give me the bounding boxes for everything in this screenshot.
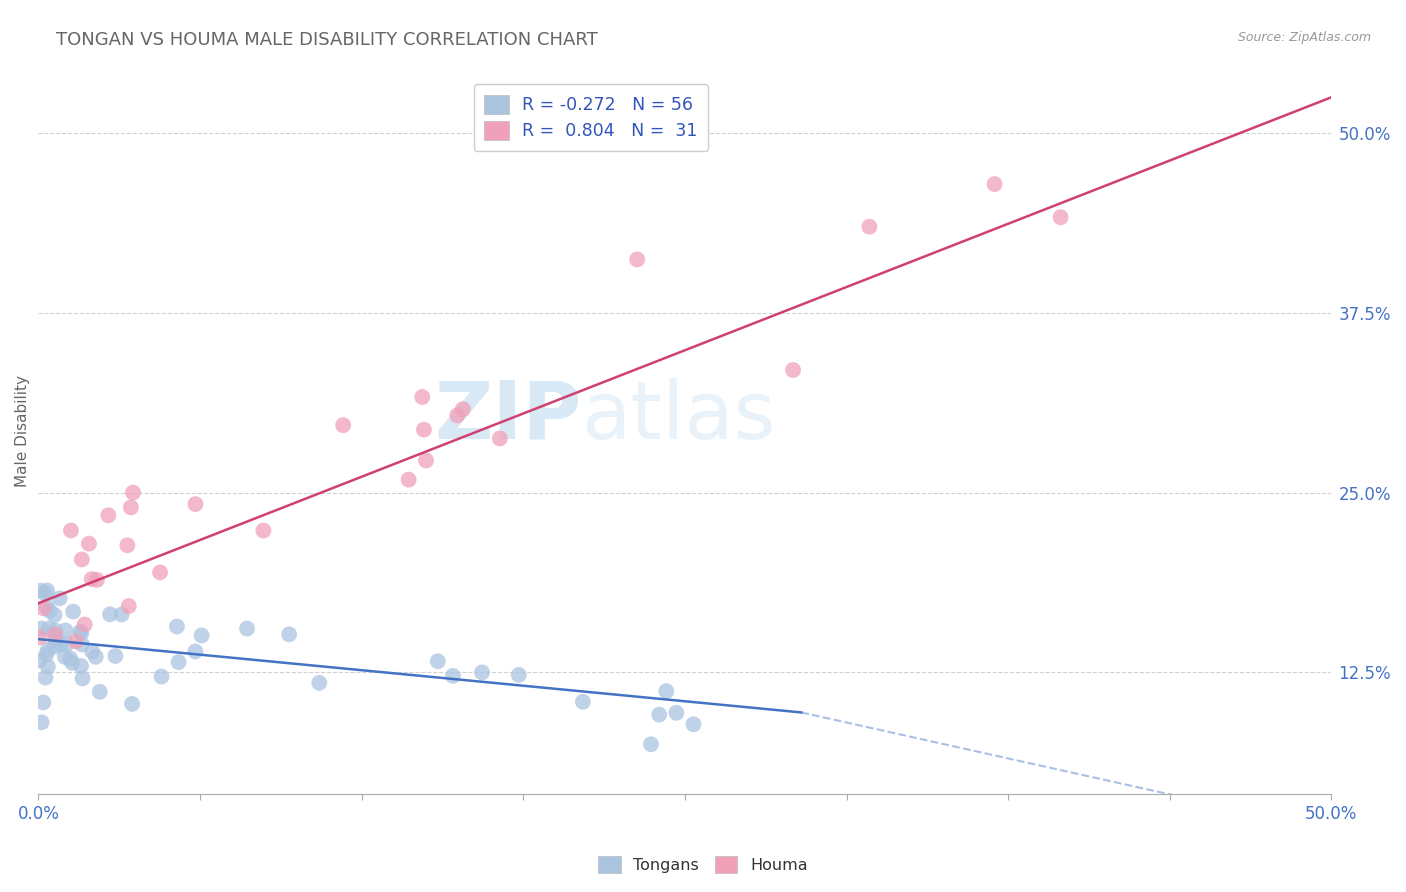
Point [121, 697, 143, 711]
Point [34, 671, 56, 685]
Point [44, 628, 66, 642]
Point [858, 219, 880, 234]
Point [640, 737, 662, 751]
Point [32, 601, 55, 615]
Point [32, 695, 55, 709]
Point [28, 631, 51, 645]
Point [69, 624, 91, 639]
Point [118, 599, 141, 613]
Point [166, 619, 188, 633]
Point [89, 685, 111, 699]
Point [65, 634, 87, 648]
Point [451, 402, 474, 417]
Legend: R = -0.272   N = 56, R =  0.804   N =  31: R = -0.272 N = 56, R = 0.804 N = 31 [474, 85, 709, 151]
Point [441, 669, 464, 683]
Point [37, 642, 59, 657]
Point [62, 605, 84, 619]
Point [184, 644, 207, 658]
Text: Source: ZipAtlas.com: Source: ZipAtlas.com [1237, 31, 1371, 45]
Point [411, 390, 433, 404]
Point [44, 607, 66, 622]
Point [782, 363, 804, 377]
Point [86, 573, 108, 587]
Point [37, 583, 59, 598]
Point [30, 622, 52, 636]
Point [97, 508, 120, 523]
Point [53, 649, 76, 664]
Point [44, 631, 66, 645]
Point [415, 453, 437, 467]
Text: ZIP: ZIP [434, 378, 582, 456]
Point [167, 655, 190, 669]
Point [30, 583, 52, 598]
Point [98, 607, 121, 622]
Point [236, 622, 259, 636]
Point [648, 707, 671, 722]
Point [682, 717, 704, 731]
Point [120, 500, 142, 515]
Point [34, 586, 56, 600]
Point [117, 538, 139, 552]
Point [37, 659, 59, 673]
Point [59, 651, 82, 665]
Point [60, 656, 83, 670]
Point [55, 624, 77, 638]
Legend: Tongans, Houma: Tongans, Houma [592, 849, 814, 880]
Point [572, 695, 595, 709]
Point [35, 648, 58, 662]
Point [308, 676, 330, 690]
Point [471, 665, 494, 680]
Text: TONGAN VS HOUMA MALE DISABILITY CORRELATION CHART: TONGAN VS HOUMA MALE DISABILITY CORRELAT… [56, 31, 598, 49]
Point [84, 649, 107, 664]
Point [48, 591, 70, 606]
Point [44, 640, 66, 654]
Point [70, 626, 93, 640]
Point [82, 644, 104, 658]
Point [73, 617, 96, 632]
Point [184, 497, 207, 511]
Point [44, 624, 66, 638]
Point [70, 659, 93, 673]
Point [111, 607, 134, 622]
Text: atlas: atlas [582, 378, 776, 456]
Point [150, 669, 173, 683]
Point [398, 473, 420, 487]
Point [332, 418, 354, 433]
Point [488, 432, 510, 446]
Point [122, 485, 145, 500]
Point [426, 654, 449, 668]
Point [665, 706, 688, 720]
Point [1049, 211, 1071, 225]
Point [190, 628, 212, 642]
Point [446, 409, 468, 423]
Point [278, 627, 301, 641]
Point [28, 654, 51, 668]
Point [35, 599, 58, 614]
Point [49, 638, 72, 652]
Point [104, 648, 127, 663]
Point [149, 566, 172, 580]
Point [80, 572, 103, 586]
Point [655, 684, 678, 698]
Point [70, 552, 93, 566]
Point [38, 622, 60, 636]
Point [413, 423, 436, 437]
Point [59, 524, 82, 538]
Point [77, 536, 100, 550]
Point [983, 177, 1005, 191]
Point [38, 604, 60, 618]
Point [252, 524, 274, 538]
Point [508, 668, 530, 682]
Point [72, 671, 94, 685]
Point [70, 637, 93, 651]
Point [626, 252, 648, 267]
Point [31, 715, 53, 730]
Point [56, 637, 79, 651]
Y-axis label: Male Disability: Male Disability [15, 376, 30, 487]
